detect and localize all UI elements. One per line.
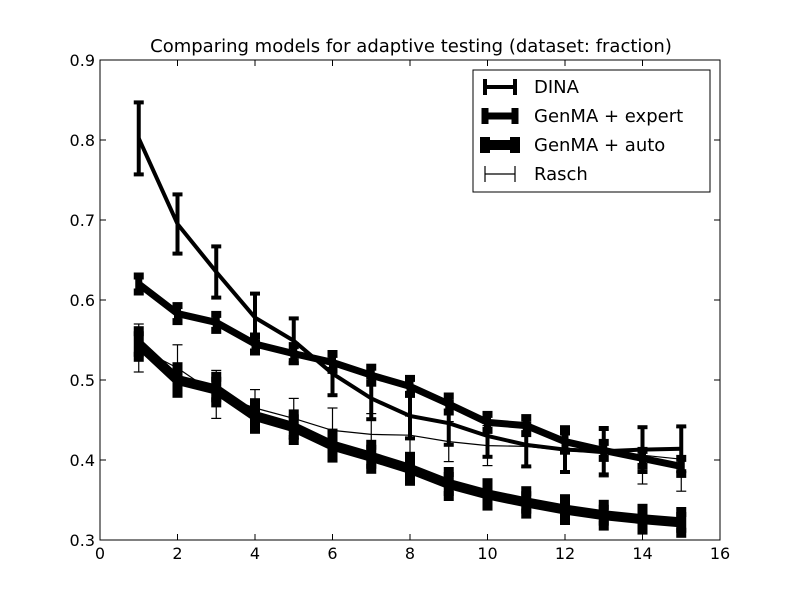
x-tick-label: 6: [327, 544, 337, 563]
error-bar: [482, 478, 493, 511]
error-bar: [676, 454, 687, 478]
error-bar: [211, 244, 222, 300]
error-bar: [521, 414, 532, 438]
legend-item: GenMA + auto: [480, 135, 665, 156]
error-bar: [211, 310, 222, 334]
chart-title: Comparing models for adaptive testing (d…: [150, 36, 672, 57]
y-tick-label: 0.6: [70, 291, 95, 310]
error-bar: [560, 428, 570, 455]
x-tick-label: 4: [250, 544, 260, 563]
error-bar: [133, 100, 144, 177]
x-tick-label: 12: [555, 544, 575, 563]
plot-area: [133, 100, 687, 538]
error-bar: [482, 410, 493, 434]
legend: DINA GenMA + expert GenMA + auto Rasch: [472, 69, 711, 193]
error-bar: [366, 363, 377, 387]
y-tick-label: 0.5: [70, 371, 95, 390]
y-tick-label: 0.4: [70, 451, 95, 470]
axes: 0 2 4 6 8 10 12 14 16 0.3 0.4 0.5 0.6 0.7 0.8 0.9: [70, 51, 731, 563]
error-bar: [637, 446, 648, 470]
y-tick-label: 0.7: [70, 211, 95, 230]
error-bar: [598, 438, 609, 462]
error-bar: [521, 486, 532, 519]
error-bar: [327, 428, 338, 463]
series-genma-expert: [133, 272, 687, 478]
legend-item: Rasch: [484, 164, 588, 185]
x-tick-label: 10: [477, 544, 497, 563]
error-bar: [172, 362, 183, 398]
error-bar: [405, 374, 415, 398]
error-bar: [172, 192, 183, 256]
error-bar: [133, 326, 144, 362]
y-tick-label: 0.8: [70, 131, 95, 150]
y-tick-label: 0.9: [70, 51, 95, 70]
legend-label: GenMA + auto: [534, 135, 665, 156]
error-bar: [366, 439, 377, 474]
error-bar: [133, 272, 144, 296]
error-bar: [172, 302, 183, 326]
error-bar: [288, 409, 299, 445]
error-bar: [443, 392, 454, 416]
error-bar: [676, 507, 687, 538]
error-bar: [443, 467, 454, 501]
y-tick-label: 0.3: [70, 531, 95, 550]
x-tick-label: 16: [710, 544, 730, 563]
legend-label: GenMA + expert: [534, 106, 683, 127]
x-tick-label: 14: [632, 544, 652, 563]
legend-label: DINA: [534, 77, 580, 98]
legend-label: Rasch: [534, 164, 588, 185]
series-genma-auto: [133, 326, 687, 538]
x-tick-label: 0: [95, 544, 105, 563]
error-bar: [250, 332, 260, 356]
error-bar: [405, 451, 415, 486]
legend-item: DINA: [483, 77, 580, 98]
legend-box: [472, 69, 711, 193]
error-bar: [288, 342, 299, 366]
error-bar: [250, 398, 260, 434]
error-bar: [598, 499, 609, 531]
error-bar: [211, 371, 222, 408]
x-tick-label: 2: [172, 544, 182, 563]
legend-item: GenMA + expert: [481, 106, 683, 127]
x-tick-label: 8: [405, 544, 415, 563]
error-bar: [560, 494, 570, 525]
error-bar: [637, 503, 648, 535]
error-bar: [327, 350, 338, 374]
